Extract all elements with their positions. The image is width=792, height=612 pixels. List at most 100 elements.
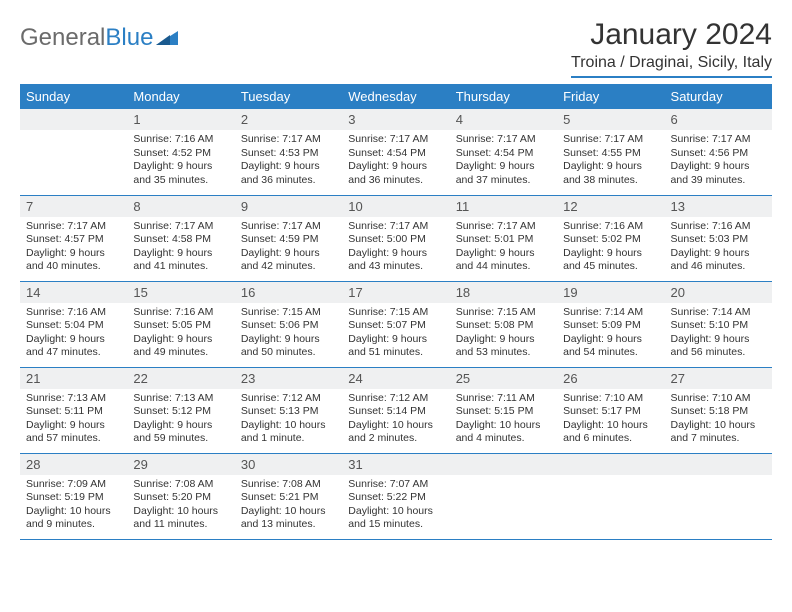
- day-info-line: Sunset: 5:21 PM: [241, 491, 336, 505]
- day-info-line: Daylight: 9 hours: [241, 160, 336, 174]
- calendar-cell: 19Sunrise: 7:14 AMSunset: 5:09 PMDayligh…: [557, 281, 664, 367]
- day-info: Sunrise: 7:17 AMSunset: 4:58 PMDaylight:…: [127, 217, 234, 279]
- day-info-line: Sunset: 5:00 PM: [348, 233, 443, 247]
- day-info-line: and 15 minutes.: [348, 518, 443, 532]
- day-number: 17: [342, 282, 449, 303]
- day-info-line: and 41 minutes.: [133, 260, 228, 274]
- calendar-cell: 15Sunrise: 7:16 AMSunset: 5:05 PMDayligh…: [127, 281, 234, 367]
- day-number: 13: [665, 196, 772, 217]
- day-info: Sunrise: 7:08 AMSunset: 5:20 PMDaylight:…: [127, 475, 234, 537]
- day-info-line: and 1 minute.: [241, 432, 336, 446]
- day-info: Sunrise: 7:07 AMSunset: 5:22 PMDaylight:…: [342, 475, 449, 537]
- day-info-line: Sunset: 4:54 PM: [348, 147, 443, 161]
- day-info-line: Sunset: 5:14 PM: [348, 405, 443, 419]
- day-info-line: Sunset: 5:03 PM: [671, 233, 766, 247]
- day-info-line: Sunrise: 7:12 AM: [348, 392, 443, 406]
- day-info: Sunrise: 7:16 AMSunset: 5:04 PMDaylight:…: [20, 303, 127, 365]
- day-info-line: Sunset: 5:12 PM: [133, 405, 228, 419]
- day-info-line: Sunrise: 7:11 AM: [456, 392, 551, 406]
- day-info-line: and 36 minutes.: [348, 174, 443, 188]
- day-info: Sunrise: 7:15 AMSunset: 5:06 PMDaylight:…: [235, 303, 342, 365]
- day-info: Sunrise: 7:08 AMSunset: 5:21 PMDaylight:…: [235, 475, 342, 537]
- day-info-line: and 42 minutes.: [241, 260, 336, 274]
- day-number: 28: [20, 454, 127, 475]
- day-info-line: Sunrise: 7:15 AM: [241, 306, 336, 320]
- day-info: Sunrise: 7:15 AMSunset: 5:08 PMDaylight:…: [450, 303, 557, 365]
- day-header: Saturday: [665, 84, 772, 109]
- calendar-cell: 21Sunrise: 7:13 AMSunset: 5:11 PMDayligh…: [20, 367, 127, 453]
- calendar-cell: 30Sunrise: 7:08 AMSunset: 5:21 PMDayligh…: [235, 453, 342, 539]
- day-info-line: Sunrise: 7:08 AM: [133, 478, 228, 492]
- day-info: Sunrise: 7:14 AMSunset: 5:09 PMDaylight:…: [557, 303, 664, 365]
- day-info: Sunrise: 7:16 AMSunset: 4:52 PMDaylight:…: [127, 130, 234, 192]
- day-info-line: Sunrise: 7:17 AM: [241, 133, 336, 147]
- calendar-cell: 23Sunrise: 7:12 AMSunset: 5:13 PMDayligh…: [235, 367, 342, 453]
- day-info-line: Sunrise: 7:16 AM: [26, 306, 121, 320]
- day-info-line: Sunset: 5:04 PM: [26, 319, 121, 333]
- day-info-line: and 9 minutes.: [26, 518, 121, 532]
- day-number: 7: [20, 196, 127, 217]
- day-number: 24: [342, 368, 449, 389]
- day-number: 14: [20, 282, 127, 303]
- day-number: 21: [20, 368, 127, 389]
- day-info: Sunrise: 7:15 AMSunset: 5:07 PMDaylight:…: [342, 303, 449, 365]
- day-info-line: and 44 minutes.: [456, 260, 551, 274]
- day-number: 27: [665, 368, 772, 389]
- day-number-empty: [557, 454, 664, 475]
- calendar-cell: 13Sunrise: 7:16 AMSunset: 5:03 PMDayligh…: [665, 195, 772, 281]
- header: GeneralBlue January 2024 Troina / Dragin…: [20, 18, 772, 78]
- month-title: January 2024: [571, 18, 772, 52]
- day-info-line: Daylight: 10 hours: [133, 505, 228, 519]
- day-info-line: Sunrise: 7:12 AM: [241, 392, 336, 406]
- day-info-line: Daylight: 9 hours: [241, 333, 336, 347]
- day-info-line: Sunrise: 7:09 AM: [26, 478, 121, 492]
- day-info-line: Sunset: 4:55 PM: [563, 147, 658, 161]
- day-info-line: Sunrise: 7:16 AM: [133, 133, 228, 147]
- day-info-line: Sunrise: 7:17 AM: [456, 220, 551, 234]
- day-info-line: Daylight: 10 hours: [563, 419, 658, 433]
- calendar-cell: [450, 453, 557, 539]
- day-info: Sunrise: 7:11 AMSunset: 5:15 PMDaylight:…: [450, 389, 557, 451]
- day-info-line: Sunrise: 7:13 AM: [26, 392, 121, 406]
- day-info-line: and 53 minutes.: [456, 346, 551, 360]
- day-info-line: Sunset: 5:08 PM: [456, 319, 551, 333]
- calendar-cell: [20, 109, 127, 195]
- day-info-line: and 57 minutes.: [26, 432, 121, 446]
- calendar-cell: 9Sunrise: 7:17 AMSunset: 4:59 PMDaylight…: [235, 195, 342, 281]
- day-info-line: Daylight: 9 hours: [563, 333, 658, 347]
- day-number: 2: [235, 109, 342, 130]
- day-number: 4: [450, 109, 557, 130]
- day-info-line: Sunset: 4:58 PM: [133, 233, 228, 247]
- day-info: Sunrise: 7:17 AMSunset: 4:56 PMDaylight:…: [665, 130, 772, 192]
- calendar-cell: 24Sunrise: 7:12 AMSunset: 5:14 PMDayligh…: [342, 367, 449, 453]
- day-number: 19: [557, 282, 664, 303]
- day-info-line: Sunrise: 7:15 AM: [456, 306, 551, 320]
- day-info-line: and 38 minutes.: [563, 174, 658, 188]
- calendar-cell: 29Sunrise: 7:08 AMSunset: 5:20 PMDayligh…: [127, 453, 234, 539]
- day-number: 10: [342, 196, 449, 217]
- day-info: Sunrise: 7:10 AMSunset: 5:18 PMDaylight:…: [665, 389, 772, 451]
- day-info-line: and 35 minutes.: [133, 174, 228, 188]
- day-info-line: and 45 minutes.: [563, 260, 658, 274]
- day-info-line: Sunrise: 7:16 AM: [563, 220, 658, 234]
- calendar-cell: 6Sunrise: 7:17 AMSunset: 4:56 PMDaylight…: [665, 109, 772, 195]
- day-number: 6: [665, 109, 772, 130]
- day-info: Sunrise: 7:17 AMSunset: 4:54 PMDaylight:…: [342, 130, 449, 192]
- calendar-cell: 5Sunrise: 7:17 AMSunset: 4:55 PMDaylight…: [557, 109, 664, 195]
- calendar-row: 21Sunrise: 7:13 AMSunset: 5:11 PMDayligh…: [20, 367, 772, 453]
- day-info-line: Sunset: 5:05 PM: [133, 319, 228, 333]
- day-info-line: Sunrise: 7:08 AM: [241, 478, 336, 492]
- day-info-line: Sunrise: 7:14 AM: [563, 306, 658, 320]
- calendar-cell: 2Sunrise: 7:17 AMSunset: 4:53 PMDaylight…: [235, 109, 342, 195]
- calendar-cell: 17Sunrise: 7:15 AMSunset: 5:07 PMDayligh…: [342, 281, 449, 367]
- day-number: 15: [127, 282, 234, 303]
- day-info-line: Sunrise: 7:10 AM: [563, 392, 658, 406]
- day-info: Sunrise: 7:17 AMSunset: 4:57 PMDaylight:…: [20, 217, 127, 279]
- day-info-line: Sunset: 5:17 PM: [563, 405, 658, 419]
- day-info-line: Sunset: 4:57 PM: [26, 233, 121, 247]
- day-info-line: Daylight: 9 hours: [26, 247, 121, 261]
- calendar-cell: 3Sunrise: 7:17 AMSunset: 4:54 PMDaylight…: [342, 109, 449, 195]
- day-info-line: Daylight: 9 hours: [133, 333, 228, 347]
- day-info-line: and 59 minutes.: [133, 432, 228, 446]
- calendar-cell: 25Sunrise: 7:11 AMSunset: 5:15 PMDayligh…: [450, 367, 557, 453]
